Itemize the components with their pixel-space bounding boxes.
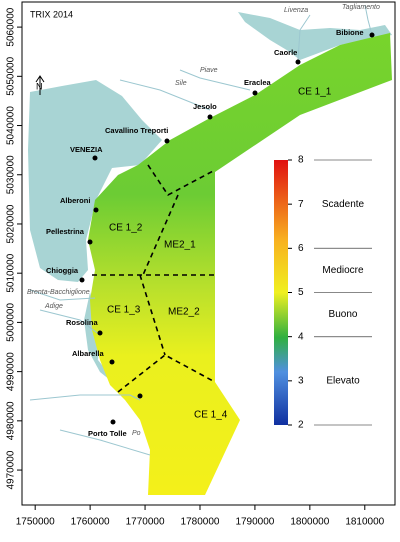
place-label: Porto Tolle: [88, 429, 127, 438]
place-label: Caorle: [274, 48, 297, 57]
place-dot: [87, 239, 93, 245]
place-dot: [164, 138, 170, 144]
class-label: Buono: [329, 309, 358, 320]
zone-label: CE 1_3: [107, 305, 141, 316]
places: Bibione Caorle Eraclea Jesolo Cavallino …: [46, 28, 375, 438]
x-tick-label: 1770000: [126, 517, 165, 528]
river-label: Po: [132, 430, 141, 437]
colorbar-tick-label: 5: [298, 287, 304, 298]
north-label: N: [36, 81, 43, 91]
place-label: Albarella: [72, 349, 105, 358]
x-tick-label: 1810000: [345, 517, 384, 528]
y-tick-label: 4980000: [6, 401, 17, 440]
river-label: Sile: [175, 80, 187, 87]
place-label: Alberoni: [60, 196, 90, 205]
river-label: Tagliamento: [342, 4, 380, 11]
place-dot: [110, 419, 116, 425]
river-label: Piave: [200, 67, 218, 74]
place-dot: [92, 155, 98, 161]
title: TRIX 2014: [30, 9, 73, 19]
colorbar-tick-label: 3: [298, 375, 304, 386]
place-dot: [207, 114, 213, 120]
place-label: Cavallino Treporti: [105, 126, 168, 135]
river: [29, 4, 373, 456]
y-tick-label: 5050000: [6, 56, 17, 95]
place-dot: [252, 90, 258, 96]
place-dot: [137, 393, 143, 399]
river-label: Brenta-Bacchiglione: [27, 289, 90, 296]
place-dot: [97, 330, 103, 336]
zone-label: CE 1_2: [109, 223, 143, 234]
zone-border: [92, 164, 216, 393]
y-tick-label: 5000000: [6, 303, 17, 342]
class-label: Scadente: [322, 199, 365, 210]
lagoon: [28, 80, 162, 282]
colorbar-tick-label: 2: [298, 420, 304, 431]
y-tick-label: 4990000: [6, 352, 17, 391]
y-tick-label: 5060000: [6, 7, 17, 46]
rivers: Tagliamento Livenza Piave Sile Brenta-Ba…: [27, 4, 380, 437]
place-dot: [109, 359, 115, 365]
zone-label: CE 1_4: [194, 410, 228, 421]
y-tick-label: 5040000: [6, 106, 17, 145]
colorbar-tick-label: 4: [298, 331, 304, 342]
coast-lagoon: [238, 12, 392, 60]
y-tick-label: 4970000: [6, 450, 17, 489]
river-label: Livenza: [284, 7, 308, 14]
class-label: Mediocre: [322, 265, 364, 276]
place-label: VENEZIA: [70, 145, 103, 154]
y-tick-label: 5010000: [6, 253, 17, 292]
x-tick-label: 1800000: [290, 517, 329, 528]
place-dot: [369, 32, 375, 38]
y-tick-label: 5020000: [6, 204, 17, 243]
place-label: Rosolina: [66, 318, 98, 327]
y-tick-label: 5030000: [6, 155, 17, 194]
class-label: Elevato: [326, 375, 360, 386]
zone-label: ME2_1: [164, 240, 196, 251]
place-label: Chioggia: [46, 266, 79, 275]
colorbar-tick-label: 7: [298, 199, 304, 210]
sea-area: [88, 33, 392, 495]
zone-label: CE 1_1: [298, 87, 332, 98]
place-dot: [93, 207, 99, 213]
x-tick-label: 1780000: [181, 517, 220, 528]
place-label: Jesolo: [193, 102, 217, 111]
river-label: Adige: [44, 303, 63, 310]
north-arrow: [35, 75, 45, 95]
colorbar-tick-label: 6: [298, 243, 304, 254]
colorbar-tick-label: 8: [298, 155, 304, 166]
place-label: Bibione: [336, 28, 364, 37]
place-dot: [79, 277, 85, 283]
place-dot: [295, 59, 301, 65]
x-tick-label: 1760000: [71, 517, 110, 528]
x-tick-label: 1790000: [235, 517, 274, 528]
zone-label: ME2_2: [168, 307, 200, 318]
zones: CE 1_1 CE 1_2 ME2_1 CE 1_3 ME2_2 CE 1_4: [107, 87, 332, 421]
x-tick-label: 1750000: [16, 517, 55, 528]
colorbar: [274, 160, 288, 425]
place-label: Pellestrina: [46, 227, 85, 236]
place-label: Eraclea: [244, 78, 272, 87]
